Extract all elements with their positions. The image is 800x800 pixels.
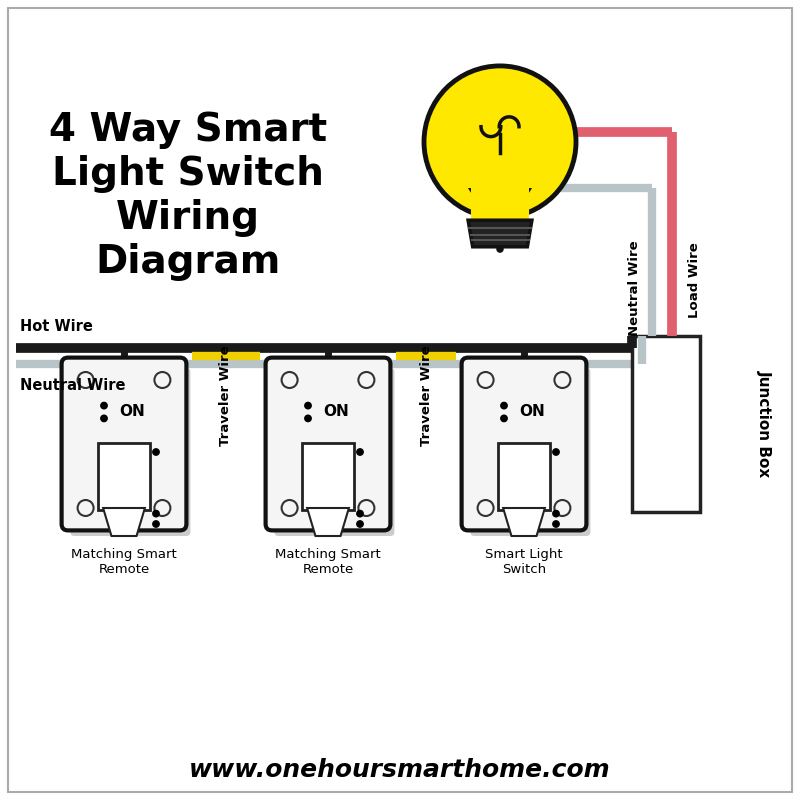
FancyBboxPatch shape bbox=[70, 368, 190, 536]
Circle shape bbox=[497, 246, 503, 252]
Circle shape bbox=[358, 500, 374, 516]
Text: Junction Box: Junction Box bbox=[757, 370, 771, 478]
Circle shape bbox=[154, 372, 170, 388]
Circle shape bbox=[554, 500, 570, 516]
FancyBboxPatch shape bbox=[98, 443, 150, 510]
Circle shape bbox=[101, 402, 107, 409]
Text: Traveler Wire: Traveler Wire bbox=[219, 346, 233, 446]
FancyBboxPatch shape bbox=[462, 358, 586, 530]
Circle shape bbox=[478, 500, 494, 516]
Circle shape bbox=[154, 500, 170, 516]
Circle shape bbox=[78, 500, 94, 516]
Circle shape bbox=[553, 521, 559, 527]
Circle shape bbox=[357, 510, 363, 517]
Text: Load Wire: Load Wire bbox=[688, 242, 701, 318]
FancyBboxPatch shape bbox=[274, 368, 394, 536]
FancyBboxPatch shape bbox=[8, 8, 792, 792]
FancyBboxPatch shape bbox=[498, 443, 550, 510]
Circle shape bbox=[282, 500, 298, 516]
Circle shape bbox=[282, 372, 298, 388]
Text: ON: ON bbox=[519, 405, 545, 419]
Text: Matching Smart
Remote: Matching Smart Remote bbox=[275, 548, 381, 576]
Text: ON: ON bbox=[323, 405, 349, 419]
Circle shape bbox=[501, 415, 507, 422]
Circle shape bbox=[554, 372, 570, 388]
Circle shape bbox=[78, 372, 94, 388]
Text: www.onehoursmarthome.com: www.onehoursmarthome.com bbox=[189, 758, 611, 782]
Text: Matching Smart
Remote: Matching Smart Remote bbox=[71, 548, 177, 576]
Circle shape bbox=[478, 372, 494, 388]
Circle shape bbox=[553, 510, 559, 517]
FancyBboxPatch shape bbox=[470, 368, 590, 536]
Circle shape bbox=[358, 372, 374, 388]
Polygon shape bbox=[471, 190, 529, 220]
Polygon shape bbox=[468, 220, 532, 247]
Polygon shape bbox=[503, 508, 545, 536]
FancyBboxPatch shape bbox=[62, 358, 186, 530]
Circle shape bbox=[305, 415, 311, 422]
Circle shape bbox=[501, 402, 507, 409]
Text: Neutral Wire: Neutral Wire bbox=[628, 240, 641, 336]
FancyBboxPatch shape bbox=[302, 443, 354, 510]
Circle shape bbox=[305, 402, 311, 409]
Circle shape bbox=[357, 521, 363, 527]
Text: Traveler Wire: Traveler Wire bbox=[419, 346, 433, 446]
Circle shape bbox=[553, 449, 559, 455]
Text: Hot Wire: Hot Wire bbox=[20, 318, 93, 334]
Polygon shape bbox=[307, 508, 349, 536]
FancyBboxPatch shape bbox=[632, 336, 700, 512]
Circle shape bbox=[153, 449, 159, 455]
Text: Smart Light
Switch: Smart Light Switch bbox=[485, 548, 563, 576]
FancyBboxPatch shape bbox=[471, 186, 529, 224]
Text: Neutral Wire: Neutral Wire bbox=[20, 378, 126, 394]
Circle shape bbox=[424, 66, 576, 218]
FancyBboxPatch shape bbox=[266, 358, 390, 530]
Polygon shape bbox=[103, 508, 145, 536]
Circle shape bbox=[357, 449, 363, 455]
Circle shape bbox=[153, 510, 159, 517]
Text: 4 Way Smart
Light Switch
Wiring
Diagram: 4 Way Smart Light Switch Wiring Diagram bbox=[49, 111, 327, 281]
Circle shape bbox=[101, 415, 107, 422]
Circle shape bbox=[153, 521, 159, 527]
Text: ON: ON bbox=[119, 405, 145, 419]
